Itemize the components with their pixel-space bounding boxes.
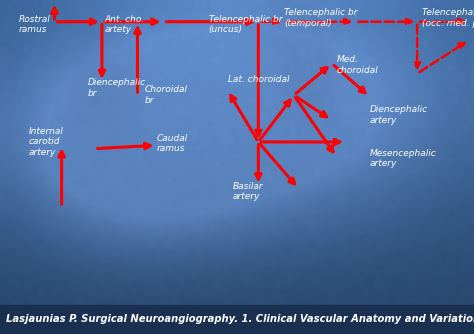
Text: Choroidal
br: Choroidal br [145, 85, 188, 105]
Text: Ant. cho.
artety: Ant. cho. artety [104, 15, 145, 34]
Text: Internal
carotid
artery: Internal carotid artery [28, 127, 64, 157]
Text: Telencephalic br
(uncus): Telencephalic br (uncus) [209, 15, 282, 34]
Text: Lasjaunias P. Surgical Neuroangiography. 1. Clinical Vascular Anatomy and Variat: Lasjaunias P. Surgical Neuroangiography.… [6, 314, 474, 324]
Text: Telencephalic br
(temporal): Telencephalic br (temporal) [284, 8, 358, 28]
Bar [0, 305, 474, 334]
Text: Diencephalic
br: Diencephalic br [88, 78, 146, 98]
Text: Rostral
ramus: Rostral ramus [19, 15, 51, 34]
Text: Caudal
ramus: Caudal ramus [156, 134, 188, 153]
Text: Diencephalic
artery: Diencephalic artery [370, 105, 428, 125]
Text: Mesencephalic
artery: Mesencephalic artery [370, 149, 437, 168]
Text: Basilar
artery: Basilar artery [232, 182, 263, 201]
Text: Med.
choroidal: Med. choroidal [337, 55, 378, 74]
Text: Telencephalic br
(occ. med. p.: Telencephalic br (occ. med. p. [422, 8, 474, 28]
Text: Lat. choroidal: Lat. choroidal [228, 75, 289, 84]
